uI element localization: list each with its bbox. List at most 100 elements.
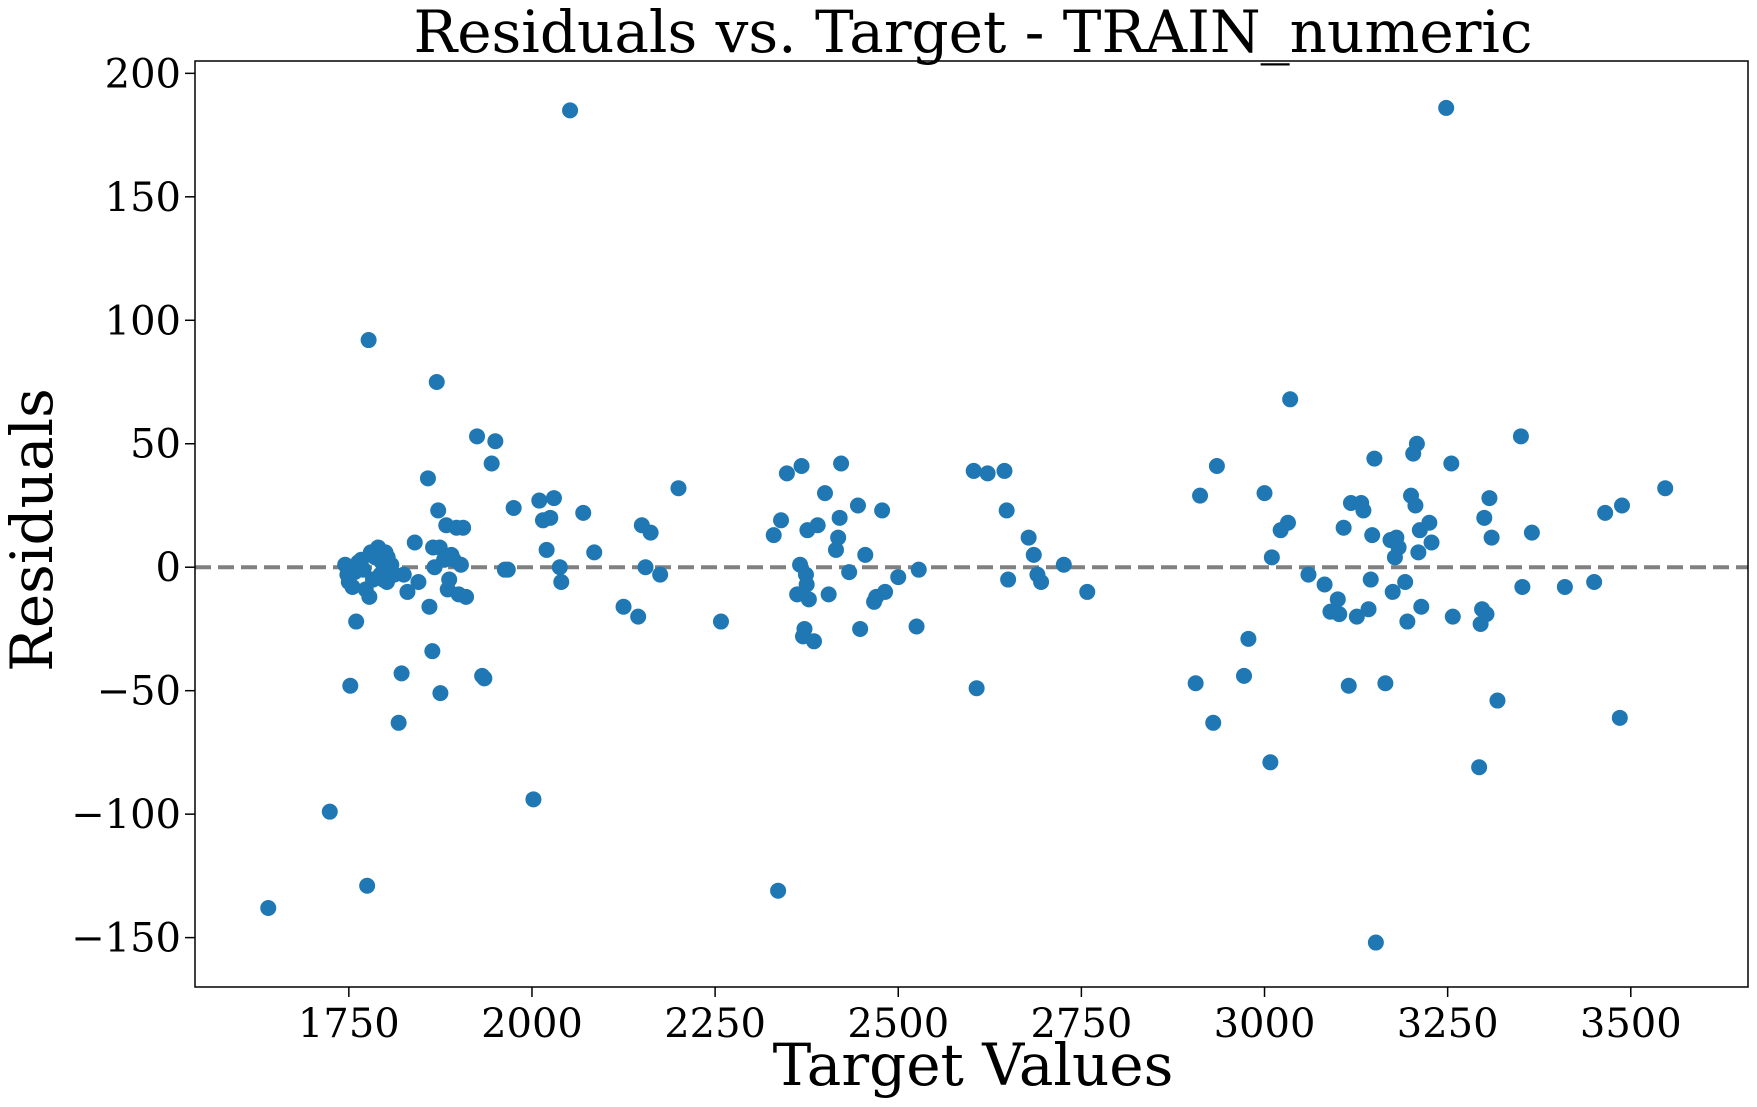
scatter-point xyxy=(712,613,729,630)
scatter-point xyxy=(348,613,365,630)
scatter-point xyxy=(551,559,568,576)
scatter-point xyxy=(1300,566,1317,583)
y-tick-label: 150 xyxy=(105,175,181,221)
scatter-point xyxy=(1384,583,1401,600)
scatter-point xyxy=(820,586,837,603)
scatter-point xyxy=(1367,934,1384,951)
x-tick-label: 3250 xyxy=(1397,1001,1499,1047)
scatter-point xyxy=(476,670,493,687)
scatter-point xyxy=(833,455,850,472)
y-tick-label: 50 xyxy=(130,422,181,468)
scatter-point xyxy=(908,618,925,635)
scatter-point xyxy=(849,497,866,514)
scatter-point xyxy=(1512,428,1529,445)
scatter-point xyxy=(1335,519,1352,536)
scatter-point xyxy=(360,332,377,349)
scatter-point xyxy=(395,566,412,583)
scatter-point xyxy=(996,462,1013,479)
scatter-point xyxy=(525,791,542,808)
scatter-point xyxy=(1348,608,1365,625)
scatter-point xyxy=(1262,754,1279,771)
scatter-point xyxy=(487,433,504,450)
y-axis-label: Residuals xyxy=(0,388,66,672)
scatter-point xyxy=(1476,509,1493,526)
scatter-point xyxy=(1407,497,1424,514)
y-tick-label: −150 xyxy=(71,916,181,962)
scatter-point xyxy=(827,541,844,558)
scatter-point xyxy=(1408,435,1425,452)
scatter-point xyxy=(393,665,410,682)
scatter-point xyxy=(1611,709,1628,726)
scatter-point xyxy=(852,620,869,637)
scatter-point xyxy=(1033,574,1050,591)
scatter-point xyxy=(1377,675,1394,692)
scatter-point xyxy=(998,502,1015,519)
scatter-point xyxy=(1279,514,1296,531)
scatter-point xyxy=(1483,529,1500,546)
scatter-point xyxy=(1282,391,1299,408)
scatter-point xyxy=(1489,692,1506,709)
scatter-point xyxy=(458,588,475,605)
scatter-point xyxy=(455,519,472,536)
scatter-point xyxy=(770,882,787,899)
scatter-point xyxy=(670,480,687,497)
scatter-point xyxy=(1340,677,1357,694)
scatter-point xyxy=(857,546,874,563)
scatter-point xyxy=(499,561,516,578)
x-tick-label: 3000 xyxy=(1214,1001,1316,1047)
scatter-point xyxy=(421,598,438,615)
scatter-point xyxy=(615,598,632,615)
scatter-point xyxy=(800,591,817,608)
scatter-point xyxy=(979,465,996,482)
y-tick-label: 200 xyxy=(105,51,181,97)
x-tick-label: 2500 xyxy=(847,1001,949,1047)
y-tick-label: −50 xyxy=(97,669,181,715)
scatter-point xyxy=(1423,534,1440,551)
scatter-point xyxy=(793,457,810,474)
scatter-point xyxy=(355,561,372,578)
scatter-point xyxy=(841,564,858,581)
scatter-point xyxy=(1079,583,1096,600)
scatter-point xyxy=(1355,502,1372,519)
scatter-point xyxy=(637,559,654,576)
scatter-point xyxy=(1020,529,1037,546)
scatter-point xyxy=(562,102,579,119)
scatter-point xyxy=(798,576,815,593)
scatter-point xyxy=(1366,450,1383,467)
scatter-point xyxy=(430,502,447,519)
scatter-point xyxy=(630,608,647,625)
scatter-points xyxy=(260,99,1674,951)
scatter-point xyxy=(1192,487,1209,504)
scatter-point xyxy=(586,544,603,561)
scatter-point xyxy=(342,677,359,694)
scatter-point xyxy=(424,643,441,660)
scatter-point xyxy=(1397,574,1414,591)
x-tick-label: 2000 xyxy=(481,1001,583,1047)
scatter-point xyxy=(542,509,559,526)
scatter-point xyxy=(1421,514,1438,531)
scatter-point xyxy=(890,569,907,586)
scatter-point xyxy=(1025,546,1042,563)
scatter-point xyxy=(1471,759,1488,776)
scatter-point xyxy=(765,527,782,544)
scatter-point xyxy=(1481,490,1498,507)
scatter-point xyxy=(642,524,659,541)
scatter-point xyxy=(1514,578,1531,595)
scatter-point xyxy=(359,877,376,894)
y-tick-label: 0 xyxy=(156,545,181,591)
scatter-point xyxy=(1263,549,1280,566)
scatter-point xyxy=(1413,598,1430,615)
scatter-point xyxy=(830,529,847,546)
x-axis-ticks: 1750 2000 2250 2500 2750 3000 3250 3500 xyxy=(298,987,1682,1047)
plot-area xyxy=(194,60,1749,988)
scatter-point xyxy=(483,455,500,472)
scatter-point xyxy=(1329,591,1346,608)
scatter-point xyxy=(1055,556,1072,573)
scatter-point xyxy=(1399,613,1416,630)
scatter-point xyxy=(968,680,985,697)
scatter-point xyxy=(505,499,522,516)
scatter-point xyxy=(1438,99,1455,116)
x-tick-label: 1750 xyxy=(298,1001,400,1047)
scatter-point xyxy=(469,428,486,445)
scatter-point xyxy=(390,714,407,731)
